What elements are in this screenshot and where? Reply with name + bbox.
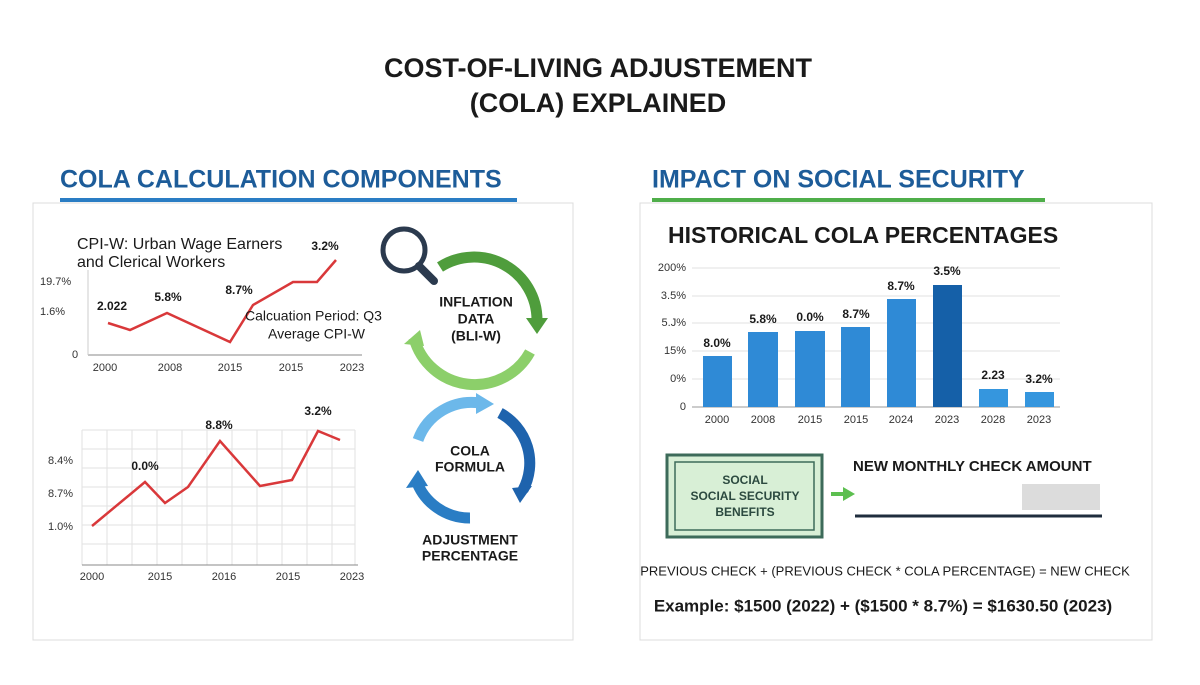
y-label: 8.7%	[48, 488, 73, 500]
x-label: 2015	[844, 414, 868, 426]
y-label: 0%	[670, 373, 686, 385]
x-label: 2015	[798, 414, 822, 426]
magnifier-icon	[380, 226, 438, 285]
x-label: 2023	[340, 362, 364, 374]
y-label: 0	[680, 401, 686, 413]
bar-label: 8.7%	[842, 307, 870, 321]
x-label: 2015	[148, 571, 172, 583]
x-label: 2023	[935, 414, 959, 426]
cycle-text: FORMULA	[435, 459, 505, 475]
x-label: 2008	[751, 414, 775, 426]
arrow	[831, 487, 855, 501]
bar	[933, 285, 962, 407]
point-label: 8.7%	[225, 283, 253, 297]
panel	[32, 202, 574, 641]
note: Calcuation Period: Q3	[245, 308, 382, 324]
title: COST-OF-LIVING ADJUSTEMENT	[384, 53, 813, 83]
check-box	[1022, 484, 1100, 510]
panel	[639, 202, 1153, 641]
formula: PREVIOUS CHECK + (PREVIOUS CHECK * COLA …	[640, 563, 1130, 578]
section-heading: COLA CALCULATION COMPONENTS	[60, 166, 502, 194]
y-label: 1.0%	[48, 521, 73, 533]
note: Average CPI-W	[268, 326, 366, 342]
example: Example: $1500 (2022) + ($1500 * 8.7%) =…	[654, 596, 1112, 615]
x-label: 2024	[889, 414, 913, 426]
check-label: NEW MONTHLY CHECK AMOUNT	[853, 458, 1092, 475]
certificate-text: SOCIAL	[722, 473, 767, 487]
y-label: 0	[72, 349, 78, 361]
trend-line	[91, 429, 341, 527]
y-label: 8.4%	[48, 455, 73, 467]
caption: and Clerical Workers	[77, 254, 225, 271]
bar	[841, 327, 870, 407]
y-label: 1.6%	[40, 306, 65, 318]
bar-chart: HISTORICAL COLA PERCENTAGES 200% 3.5% 5.…	[658, 222, 1060, 426]
bar	[1025, 392, 1054, 407]
x-label: 2000	[80, 571, 104, 583]
bar	[748, 332, 778, 407]
x-label: 2023	[340, 571, 364, 583]
section-heading: IMPACT ON SOCIAL SECURITY	[652, 166, 1025, 194]
bar	[979, 389, 1008, 407]
bar	[795, 331, 825, 407]
point-label: 2.022	[97, 299, 127, 313]
trend-line	[107, 259, 337, 344]
x-label: 2015	[276, 571, 300, 583]
certificate-text: BENEFITS	[715, 505, 774, 519]
x-label: 2028	[981, 414, 1005, 426]
x-label: 2016	[212, 571, 236, 583]
point-label: 5.8%	[154, 290, 182, 304]
bar-label: 0.0%	[796, 310, 824, 324]
x-label: 2000	[705, 414, 729, 426]
heading-underline	[652, 198, 1045, 202]
point-label: 0.0%	[131, 459, 159, 473]
grid	[81, 429, 356, 565]
x-label: 2015	[218, 362, 242, 374]
cycle-diagram: INFLATION DATA (BLI-W)	[404, 251, 548, 391]
cycle-caption: ADJUSTMENT	[422, 532, 518, 548]
title: (COLA) EXPLAINED	[470, 88, 727, 118]
bar-label: 2.23	[981, 368, 1005, 382]
x-label: 2008	[158, 362, 182, 374]
cycle-caption: PERCENTAGE	[422, 548, 518, 564]
heading-underline	[60, 198, 517, 202]
bar-label: 8.7%	[887, 279, 915, 293]
point-label: 3.2%	[311, 239, 339, 253]
bar	[887, 299, 916, 407]
y-label: 5.J%	[662, 317, 687, 329]
bar-label: 3.2%	[1025, 372, 1053, 386]
chart-title: HISTORICAL COLA PERCENTAGES	[668, 222, 1058, 248]
y-label: 200%	[658, 262, 686, 274]
bar-label: 8.0%	[703, 336, 731, 350]
y-label: 15%	[664, 345, 686, 357]
x-label: 2000	[93, 362, 117, 374]
cycle-text: (BLI-W)	[451, 328, 501, 344]
certificate: SOCIAL SOCIAL SECURITY BENEFITS	[665, 453, 824, 539]
cycle-text: DATA	[458, 311, 495, 327]
caption: CPI-W: Urban Wage Earners	[77, 236, 282, 253]
y-label: 19.7%	[40, 276, 71, 288]
cycle-diagram: COLA FORMULA ADJUSTMENT PERCENTAGE	[406, 393, 536, 564]
cycle-text: COLA	[450, 443, 490, 459]
x-label: 2015	[279, 362, 303, 374]
cycle-text: INFLATION	[439, 294, 513, 310]
x-label: 2023	[1027, 414, 1051, 426]
line-chart: 8.4% 8.7% 1.0% 2000 2015 2016 2015 2023 …	[48, 404, 364, 583]
point-label: 3.2%	[304, 404, 332, 418]
line-chart: CPI-W: Urban Wage Earners and Clerical W…	[40, 236, 382, 374]
bar-label: 5.8%	[749, 312, 777, 326]
certificate-text: SOCIAL SECURITY	[690, 489, 799, 503]
bar-label: 3.5%	[933, 264, 961, 278]
point-label: 8.8%	[205, 418, 233, 432]
bar	[703, 356, 732, 407]
y-label: 3.5%	[661, 290, 686, 302]
